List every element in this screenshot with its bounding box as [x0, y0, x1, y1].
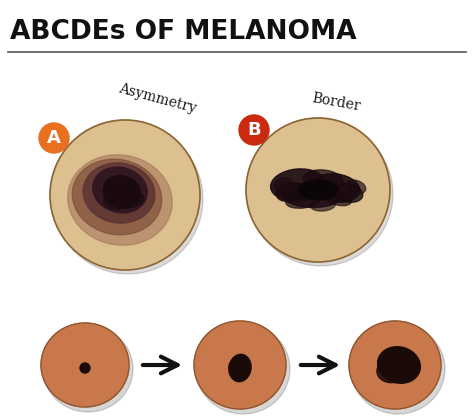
Ellipse shape [93, 167, 147, 213]
Circle shape [50, 120, 200, 270]
Ellipse shape [229, 359, 245, 373]
Ellipse shape [324, 190, 352, 206]
Ellipse shape [283, 183, 343, 207]
Ellipse shape [378, 347, 420, 383]
Ellipse shape [104, 196, 122, 210]
Circle shape [246, 118, 390, 262]
Ellipse shape [346, 180, 366, 194]
Ellipse shape [43, 326, 133, 412]
Circle shape [239, 115, 269, 145]
Ellipse shape [103, 176, 141, 208]
Text: Asymmetry: Asymmetry [117, 82, 197, 116]
Ellipse shape [310, 199, 336, 211]
Text: ABCDEs OF MELANOMA: ABCDEs OF MELANOMA [10, 19, 356, 45]
Ellipse shape [53, 124, 203, 274]
Text: B: B [247, 121, 261, 139]
Text: Border: Border [310, 92, 362, 114]
Ellipse shape [68, 155, 172, 245]
Ellipse shape [286, 192, 320, 208]
Ellipse shape [392, 362, 413, 380]
Ellipse shape [196, 324, 290, 414]
Circle shape [39, 123, 69, 153]
Ellipse shape [271, 169, 326, 201]
Ellipse shape [229, 354, 251, 382]
Ellipse shape [351, 324, 445, 414]
Ellipse shape [83, 163, 155, 223]
Text: A: A [47, 129, 61, 147]
Ellipse shape [377, 357, 409, 383]
Ellipse shape [349, 321, 441, 409]
Ellipse shape [249, 122, 393, 266]
Circle shape [80, 363, 90, 373]
Ellipse shape [194, 321, 286, 409]
Ellipse shape [312, 174, 360, 202]
Ellipse shape [276, 183, 304, 202]
Ellipse shape [73, 159, 162, 235]
Ellipse shape [41, 323, 129, 407]
Ellipse shape [122, 193, 144, 207]
Ellipse shape [274, 178, 292, 192]
Ellipse shape [333, 184, 363, 202]
Ellipse shape [303, 170, 343, 190]
Ellipse shape [299, 180, 337, 200]
